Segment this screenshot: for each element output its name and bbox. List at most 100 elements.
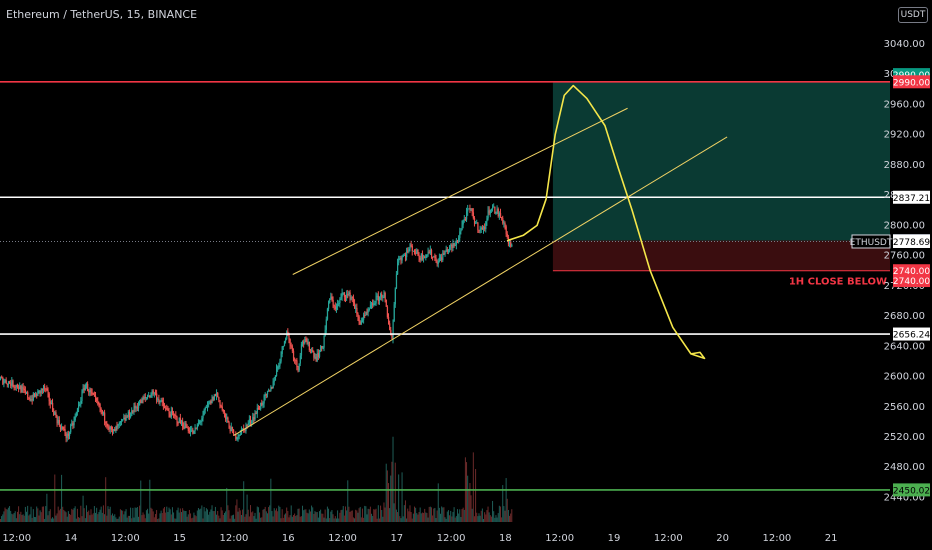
candle-body: [246, 424, 248, 426]
volume-bar: [470, 495, 472, 522]
volume-bar: [115, 517, 117, 522]
projection-path: [506, 84, 706, 360]
x-tick-label: 12:00: [545, 533, 574, 544]
candle-body: [283, 341, 286, 346]
volume-bar: [444, 517, 446, 522]
candle-body: [4, 380, 6, 382]
candle-body: [299, 355, 301, 364]
volume-bar: [441, 506, 443, 522]
candle-body: [109, 426, 111, 430]
volume-bar: [442, 507, 444, 522]
candle-body: [105, 421, 107, 424]
volume-bar: [154, 514, 156, 522]
candle-body: [199, 421, 201, 423]
candle-body: [391, 335, 393, 339]
volume-bar: [264, 506, 266, 522]
volume-bar: [278, 505, 280, 522]
candle-body: [211, 396, 213, 404]
volume-bar: [411, 518, 413, 522]
volume-bar: [116, 518, 118, 522]
y-tick-label: 2800.00: [884, 220, 925, 231]
volume-bar: [426, 512, 428, 522]
volume-bar: [195, 516, 197, 522]
candle-body: [115, 426, 117, 432]
currency-selector[interactable]: USDT: [898, 7, 928, 23]
price-badge: [893, 190, 930, 204]
volume-bar: [458, 513, 460, 522]
candle-body: [484, 226, 486, 230]
candle-body: [287, 331, 289, 335]
volume-bar: [162, 508, 164, 522]
x-tick-label: 16: [282, 533, 295, 544]
volume-bar: [443, 507, 445, 522]
volume-bar: [320, 509, 322, 522]
candle-body: [335, 306, 338, 310]
volume-bar: [355, 509, 357, 522]
candle-body: [263, 395, 265, 404]
candle-body: [298, 363, 300, 371]
candle-body: [175, 415, 177, 417]
volume-bar: [368, 509, 370, 522]
volume-bar: [380, 505, 382, 522]
x-tick-label: 12:00: [437, 533, 466, 544]
x-tick-label: 20: [716, 533, 729, 544]
candle-body: [114, 429, 116, 432]
volume-bar: [245, 514, 247, 522]
candle-body: [182, 421, 184, 427]
volume-bar: [53, 518, 55, 522]
volume-bar: [261, 517, 263, 522]
volume-bar: [297, 508, 299, 522]
volume-bar: [403, 505, 405, 522]
candle-body: [435, 257, 437, 263]
volume-bar: [447, 510, 449, 522]
price-badge-label: 2990.00: [893, 78, 930, 88]
candle-body: [337, 304, 339, 307]
volume-bar: [74, 506, 76, 522]
volume-bar: [351, 510, 353, 522]
candle-body: [140, 400, 142, 404]
y-tick-label: 2920.00: [884, 130, 925, 141]
volume-bar: [223, 512, 225, 522]
volume-bar: [259, 512, 261, 522]
candle-body: [306, 340, 308, 345]
volume-bar: [421, 512, 423, 522]
volume-bar: [477, 516, 479, 522]
volume-bar: [166, 506, 168, 522]
candle-body: [231, 427, 234, 430]
volume-bar: [208, 514, 210, 522]
volume-bar: [235, 505, 237, 522]
x-tick-label: 18: [499, 533, 512, 544]
candle-body: [65, 434, 67, 438]
candle-body: [188, 431, 191, 433]
volume-bar: [398, 474, 400, 522]
candle-body: [159, 401, 161, 403]
volume-bar: [244, 516, 246, 522]
volume-bar: [147, 508, 149, 522]
candle-body: [371, 303, 373, 306]
candle-body: [377, 295, 380, 302]
candle-body: [444, 251, 446, 255]
candle-body: [53, 410, 55, 415]
candle-body: [400, 257, 402, 261]
volume-bar: [133, 517, 135, 522]
volume-bar: [44, 518, 46, 522]
candle-body: [37, 391, 39, 397]
candle-body: [510, 241, 512, 247]
candle-body: [436, 262, 438, 264]
volume-bar: [454, 517, 456, 522]
candle-body: [261, 403, 263, 405]
volume-bar: [290, 505, 292, 522]
volume-bar: [169, 509, 171, 522]
candle-body: [351, 297, 353, 299]
volume-bar: [148, 513, 150, 522]
volume-bar: [213, 511, 215, 522]
volume-bar: [22, 514, 24, 522]
volume-bar: [247, 509, 249, 522]
candle-body: [359, 322, 361, 325]
volume-bar: [97, 514, 99, 522]
volume-bar: [306, 512, 308, 522]
loss-zone: [552, 240, 890, 271]
candle-body: [244, 428, 246, 431]
candle-body: [345, 296, 347, 298]
